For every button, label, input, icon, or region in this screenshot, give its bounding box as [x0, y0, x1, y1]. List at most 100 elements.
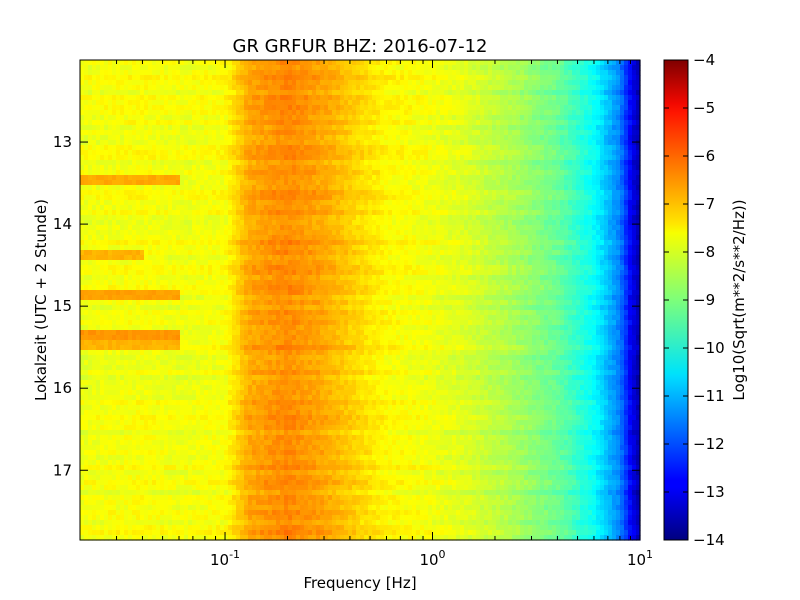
heatmap-cell: [268, 105, 273, 111]
heatmap-cell: [100, 205, 105, 211]
heatmap-cell: [224, 155, 229, 161]
heatmap-cell: [420, 80, 425, 86]
heatmap-cell: [348, 205, 353, 211]
heatmap-cell: [80, 170, 85, 176]
heatmap-cell: [496, 155, 501, 161]
heatmap-cell: [200, 110, 205, 116]
heatmap-cell: [548, 230, 553, 236]
heatmap-cell: [392, 215, 397, 221]
heatmap-cell: [192, 180, 197, 186]
heatmap-cell: [380, 125, 385, 131]
heatmap-cell: [388, 115, 393, 121]
heatmap-cell: [140, 230, 145, 236]
heatmap-cell: [288, 125, 293, 131]
heatmap-cell: [244, 220, 249, 226]
heatmap-cell: [260, 235, 265, 241]
heatmap-cell: [296, 185, 301, 191]
heatmap-cell: [160, 230, 165, 236]
heatmap-cell: [572, 165, 577, 171]
heatmap-cell: [572, 75, 577, 81]
heatmap-cell: [544, 135, 549, 141]
heatmap-cell: [228, 155, 233, 161]
heatmap-cell: [88, 140, 93, 146]
heatmap-cell: [160, 165, 165, 171]
heatmap-cell: [132, 230, 137, 236]
heatmap-cell: [460, 225, 465, 231]
heatmap-cell: [232, 140, 237, 146]
heatmap-cell: [240, 120, 245, 126]
heatmap-cell: [164, 200, 169, 206]
heatmap-cell: [424, 180, 429, 186]
heatmap-cell: [600, 155, 605, 161]
heatmap-cell: [624, 210, 629, 216]
heatmap-cell: [276, 105, 281, 111]
heatmap-cell: [428, 180, 433, 186]
heatmap-cell: [112, 185, 117, 191]
heatmap-cell: [584, 210, 589, 216]
heatmap-cell: [636, 160, 641, 166]
heatmap-cell: [392, 210, 397, 216]
heatmap-cell: [588, 125, 593, 131]
heatmap-cell: [312, 80, 317, 86]
heatmap-cell: [312, 215, 317, 221]
heatmap-cell: [584, 145, 589, 151]
heatmap-cell: [428, 155, 433, 161]
heatmap-cell: [96, 210, 101, 216]
heatmap-cell: [284, 100, 289, 106]
heatmap-cell: [100, 230, 105, 236]
heatmap-cell: [280, 225, 285, 231]
heatmap-cell: [220, 110, 225, 116]
heatmap-cell: [284, 210, 289, 216]
heatmap-cell: [524, 120, 529, 126]
heatmap-cell: [428, 225, 433, 231]
heatmap-cell: [304, 205, 309, 211]
heatmap-cell: [604, 150, 609, 156]
heatmap-cell: [456, 100, 461, 106]
heatmap-cell: [320, 200, 325, 206]
heatmap-cell: [332, 185, 337, 191]
heatmap-cell: [160, 145, 165, 151]
heatmap-cell: [144, 170, 149, 176]
heatmap-cell: [444, 220, 449, 226]
heatmap-cell: [400, 155, 405, 161]
heatmap-cell: [124, 175, 129, 181]
heatmap-cell: [212, 75, 217, 81]
heatmap-cell: [408, 65, 413, 71]
heatmap-cell: [432, 135, 437, 141]
heatmap-cell: [180, 170, 185, 176]
heatmap-cell: [428, 175, 433, 181]
heatmap-cell: [600, 90, 605, 96]
heatmap-cell: [184, 60, 189, 66]
heatmap-cell: [280, 215, 285, 221]
heatmap-cell: [280, 110, 285, 116]
heatmap-cell: [228, 160, 233, 166]
heatmap-cell: [540, 210, 545, 216]
heatmap-cell: [432, 170, 437, 176]
heatmap-cell: [156, 60, 161, 66]
heatmap-cell: [500, 105, 505, 111]
heatmap-cell: [172, 145, 177, 151]
heatmap-cell: [520, 195, 525, 201]
heatmap-cell: [336, 90, 341, 96]
heatmap-cell: [344, 95, 349, 101]
heatmap-cell: [192, 130, 197, 136]
heatmap-cell: [540, 220, 545, 226]
heatmap-cell: [340, 155, 345, 161]
heatmap-cell: [148, 205, 153, 211]
heatmap-cell: [496, 225, 501, 231]
heatmap-cell: [600, 70, 605, 76]
heatmap-cell: [120, 140, 125, 146]
heatmap-cell: [88, 210, 93, 216]
heatmap-cell: [572, 80, 577, 86]
heatmap-cell: [528, 220, 533, 226]
heatmap-cell: [528, 125, 533, 131]
heatmap-cell: [284, 120, 289, 126]
heatmap-cell: [140, 170, 145, 176]
heatmap-cell: [384, 105, 389, 111]
heatmap-cell: [248, 150, 253, 156]
heatmap-cell: [376, 85, 381, 91]
heatmap-cell: [572, 160, 577, 166]
heatmap-cell: [200, 215, 205, 221]
heatmap-cell: [168, 155, 173, 161]
heatmap-cell: [224, 180, 229, 186]
